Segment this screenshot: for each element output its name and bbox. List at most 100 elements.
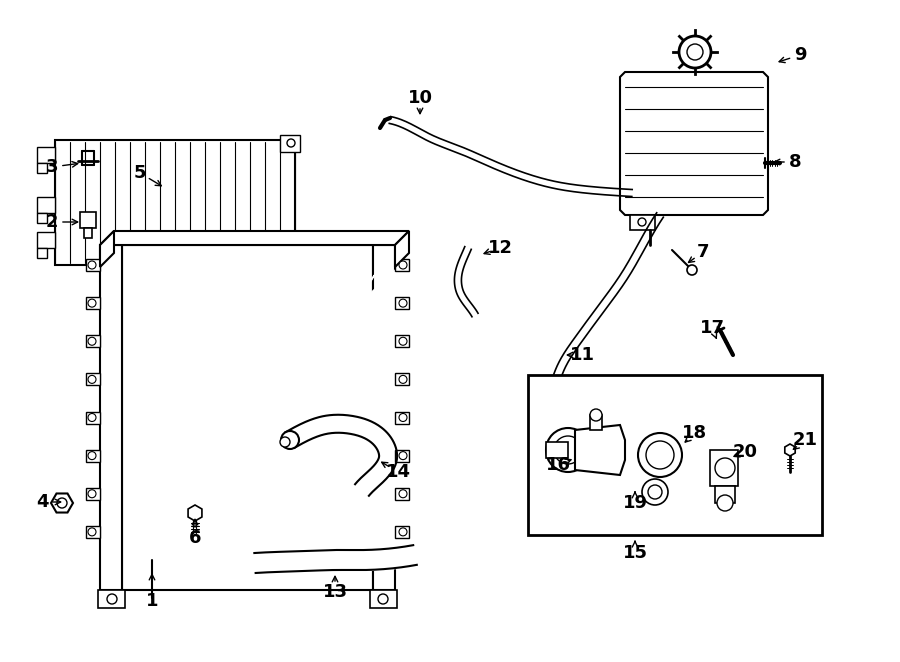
Text: 11: 11 xyxy=(570,346,595,364)
Circle shape xyxy=(399,337,407,346)
Circle shape xyxy=(590,409,602,421)
Polygon shape xyxy=(37,213,47,223)
Polygon shape xyxy=(100,245,122,590)
Polygon shape xyxy=(84,228,92,238)
Polygon shape xyxy=(100,231,409,245)
Polygon shape xyxy=(395,335,409,348)
Polygon shape xyxy=(98,590,125,608)
Circle shape xyxy=(88,528,96,536)
Circle shape xyxy=(57,498,67,508)
Text: 14: 14 xyxy=(385,463,410,481)
Polygon shape xyxy=(280,135,300,152)
Polygon shape xyxy=(51,493,73,512)
Circle shape xyxy=(88,337,96,346)
Circle shape xyxy=(687,265,697,275)
Circle shape xyxy=(638,433,682,477)
Text: 17: 17 xyxy=(699,319,725,337)
Text: 1: 1 xyxy=(146,592,158,610)
Text: 4: 4 xyxy=(36,493,49,511)
Circle shape xyxy=(546,428,590,472)
Circle shape xyxy=(715,458,735,478)
Text: 9: 9 xyxy=(794,46,806,64)
Circle shape xyxy=(88,414,96,422)
Bar xyxy=(122,245,373,590)
Polygon shape xyxy=(37,248,47,258)
Polygon shape xyxy=(575,425,625,475)
Circle shape xyxy=(107,594,117,604)
Polygon shape xyxy=(86,297,100,309)
Polygon shape xyxy=(100,231,114,267)
Polygon shape xyxy=(188,505,202,521)
Circle shape xyxy=(717,495,733,511)
Text: 7: 7 xyxy=(697,243,709,261)
Bar xyxy=(55,140,295,265)
Circle shape xyxy=(642,479,668,505)
Text: 6: 6 xyxy=(189,529,202,547)
Polygon shape xyxy=(395,412,409,424)
Polygon shape xyxy=(86,526,100,538)
Text: 19: 19 xyxy=(623,494,647,512)
Circle shape xyxy=(399,451,407,459)
Text: 21: 21 xyxy=(793,431,817,449)
Circle shape xyxy=(88,375,96,383)
Text: 13: 13 xyxy=(322,583,347,601)
Polygon shape xyxy=(715,486,735,503)
Polygon shape xyxy=(546,442,568,458)
Circle shape xyxy=(687,44,703,60)
Circle shape xyxy=(280,437,290,447)
Circle shape xyxy=(281,431,299,449)
Polygon shape xyxy=(395,449,409,461)
Circle shape xyxy=(88,490,96,498)
Text: 3: 3 xyxy=(46,158,58,176)
Polygon shape xyxy=(86,373,100,385)
Circle shape xyxy=(399,528,407,536)
Polygon shape xyxy=(395,297,409,309)
Polygon shape xyxy=(395,373,409,385)
Circle shape xyxy=(646,441,674,469)
Text: 20: 20 xyxy=(733,443,758,461)
Text: 5: 5 xyxy=(134,164,146,182)
Polygon shape xyxy=(86,488,100,500)
Circle shape xyxy=(554,436,582,464)
Circle shape xyxy=(399,375,407,383)
Circle shape xyxy=(399,299,407,307)
Polygon shape xyxy=(785,444,796,456)
Polygon shape xyxy=(710,450,738,486)
Circle shape xyxy=(638,218,646,226)
Polygon shape xyxy=(86,335,100,348)
Circle shape xyxy=(378,594,388,604)
Circle shape xyxy=(399,490,407,498)
Polygon shape xyxy=(373,245,395,590)
Circle shape xyxy=(648,485,662,499)
Text: 8: 8 xyxy=(788,153,801,171)
Polygon shape xyxy=(86,259,100,271)
Text: 2: 2 xyxy=(46,213,58,231)
Circle shape xyxy=(88,261,96,269)
Polygon shape xyxy=(37,197,55,213)
Polygon shape xyxy=(395,526,409,538)
Polygon shape xyxy=(86,449,100,461)
Polygon shape xyxy=(86,412,100,424)
Polygon shape xyxy=(80,212,96,228)
Text: 15: 15 xyxy=(623,544,647,562)
Polygon shape xyxy=(620,72,768,215)
Text: 10: 10 xyxy=(408,89,433,107)
Polygon shape xyxy=(37,147,55,163)
Text: 18: 18 xyxy=(682,424,707,442)
Text: 12: 12 xyxy=(488,239,512,257)
Circle shape xyxy=(287,139,295,147)
Polygon shape xyxy=(370,590,397,608)
Circle shape xyxy=(88,299,96,307)
Circle shape xyxy=(399,261,407,269)
Bar xyxy=(528,375,822,535)
Polygon shape xyxy=(37,232,55,248)
Polygon shape xyxy=(395,259,409,271)
Polygon shape xyxy=(590,415,602,430)
Circle shape xyxy=(88,451,96,459)
Polygon shape xyxy=(630,215,655,230)
Polygon shape xyxy=(37,163,47,173)
Polygon shape xyxy=(395,231,409,267)
Text: 16: 16 xyxy=(545,456,571,474)
Circle shape xyxy=(399,414,407,422)
Circle shape xyxy=(679,36,711,68)
